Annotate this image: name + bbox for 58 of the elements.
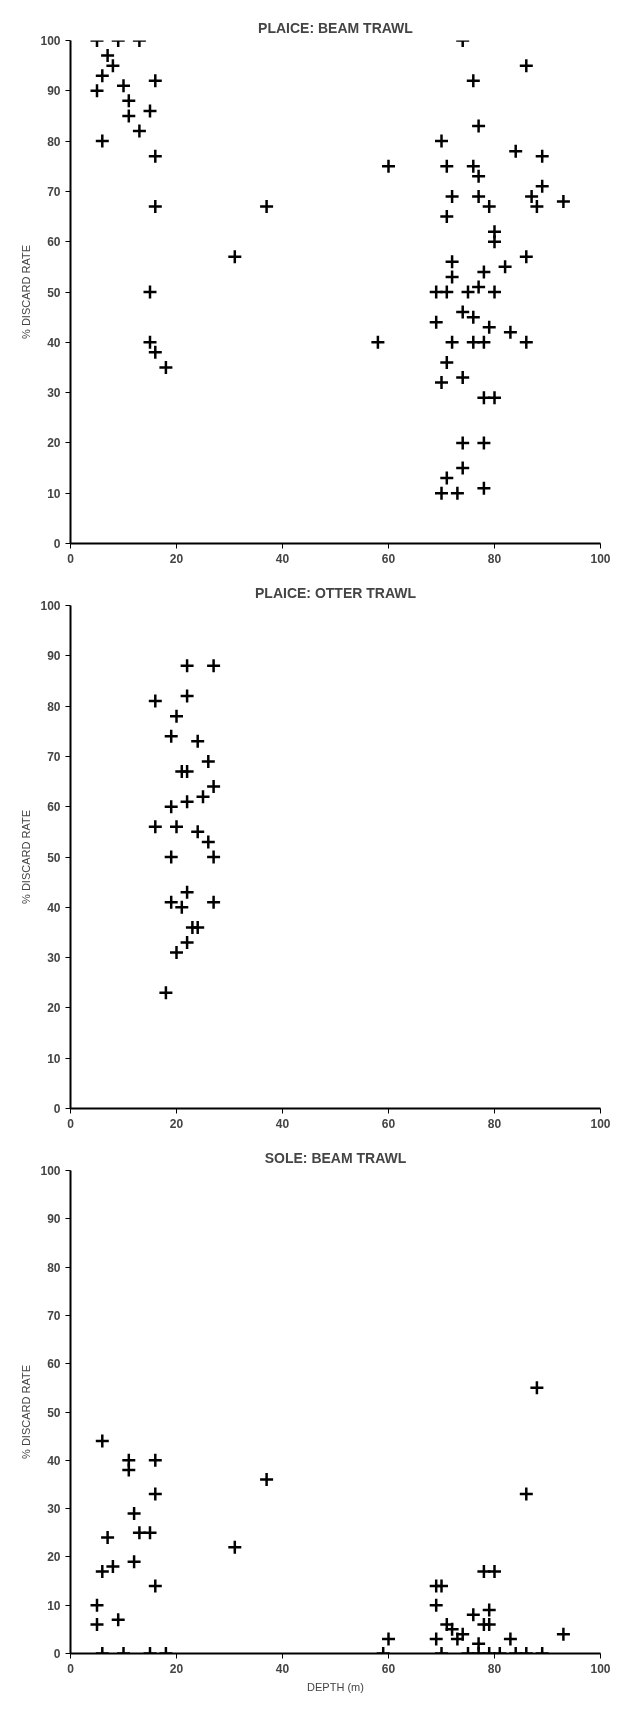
y-tick-label: 30 xyxy=(47,386,61,401)
x-tick-label: 40 xyxy=(275,551,290,566)
x-tick-label: 80 xyxy=(487,1116,502,1131)
y-axis-title: % DISCARD RATE xyxy=(20,245,33,339)
x-tick-label: 20 xyxy=(169,551,184,566)
x-tick-label: 0 xyxy=(67,1116,75,1131)
x-tick-label: 80 xyxy=(487,1661,502,1676)
y-tick-label: 20 xyxy=(47,1550,61,1565)
y-tick-label: 100 xyxy=(40,599,61,613)
y-tick-label: 10 xyxy=(47,1051,61,1066)
y-tick-label: 70 xyxy=(47,1308,61,1323)
x-axis-title: DEPTH (m) xyxy=(307,1680,364,1693)
y-tick-label: 100 xyxy=(40,34,61,48)
y-tick-label: 50 xyxy=(47,850,61,865)
chart-title: SOLE: BEAM TRAWL xyxy=(264,1149,407,1166)
x-tick-label: 0 xyxy=(67,551,75,566)
x-tick-label: 40 xyxy=(275,1116,290,1131)
x-tick-label: 60 xyxy=(381,1116,396,1131)
x-tick-label: 60 xyxy=(381,1661,396,1676)
y-axis-title: % DISCARD RATE xyxy=(20,810,33,904)
y-tick-label: 90 xyxy=(47,649,61,664)
y-tick-label: 40 xyxy=(47,900,61,915)
y-tick-label: 30 xyxy=(47,951,61,966)
x-tick-label: 20 xyxy=(169,1661,184,1676)
y-tick-label: 40 xyxy=(47,1453,61,1468)
chart-title: PLAICE: BEAM TRAWL xyxy=(258,19,414,36)
y-tick-label: 80 xyxy=(47,134,61,149)
y-axis-title: % DISCARD RATE xyxy=(20,1365,33,1459)
y-tick-label: 60 xyxy=(47,235,61,250)
y-tick-label: 70 xyxy=(47,749,61,764)
x-tick-label: 100 xyxy=(590,551,611,566)
y-tick-label: 80 xyxy=(47,1260,61,1275)
x-tick-label: 40 xyxy=(275,1661,290,1676)
x-tick-label: 60 xyxy=(381,551,396,566)
y-tick-label: 80 xyxy=(47,699,61,714)
y-tick-label: 50 xyxy=(47,1405,61,1420)
x-tick-label: 0 xyxy=(67,1661,75,1676)
y-tick-label: 60 xyxy=(47,800,61,815)
y-tick-label: 0 xyxy=(53,537,61,551)
y-tick-label: 50 xyxy=(47,285,61,300)
x-tick-label: 80 xyxy=(487,551,502,566)
chart-title: PLAICE: OTTER TRAWL xyxy=(255,584,417,601)
y-tick-label: 30 xyxy=(47,1502,61,1517)
y-tick-label: 20 xyxy=(47,436,61,451)
y-tick-label: 70 xyxy=(47,184,61,199)
y-tick-label: 40 xyxy=(47,335,61,350)
x-tick-label: 20 xyxy=(169,1116,184,1131)
y-tick-label: 100 xyxy=(40,1164,61,1178)
y-tick-label: 10 xyxy=(47,1598,61,1613)
y-tick-label: 60 xyxy=(47,1357,61,1372)
x-tick-label: 100 xyxy=(590,1116,611,1131)
y-tick-label: 0 xyxy=(53,1647,61,1661)
y-tick-label: 0 xyxy=(53,1102,61,1116)
y-tick-label: 20 xyxy=(47,1001,61,1016)
y-tick-label: 90 xyxy=(47,84,61,99)
x-tick-label: 100 xyxy=(590,1661,611,1676)
y-tick-label: 10 xyxy=(47,486,61,501)
y-tick-label: 90 xyxy=(47,1212,61,1227)
